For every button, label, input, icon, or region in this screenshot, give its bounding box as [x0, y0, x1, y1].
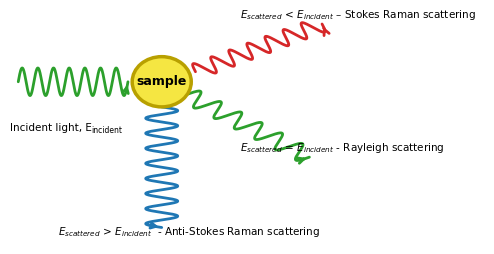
- Ellipse shape: [132, 57, 191, 107]
- Text: $E_{scattered}$ > $E_{incident}$  - Anti-Stokes Raman scattering: $E_{scattered}$ > $E_{incident}$ - Anti-…: [58, 225, 321, 239]
- Text: sample: sample: [136, 75, 187, 88]
- Text: incident: incident: [91, 126, 122, 135]
- Text: $E_{scattered}$ < $E_{incident}$ – Stokes Raman scattering: $E_{scattered}$ < $E_{incident}$ – Stoke…: [240, 8, 476, 22]
- Text: $E_{scattered}$ = $E_{incident}$ - Rayleigh scattering: $E_{scattered}$ = $E_{incident}$ - Rayle…: [240, 141, 445, 155]
- Text: Incident light, E: Incident light, E: [10, 123, 92, 133]
